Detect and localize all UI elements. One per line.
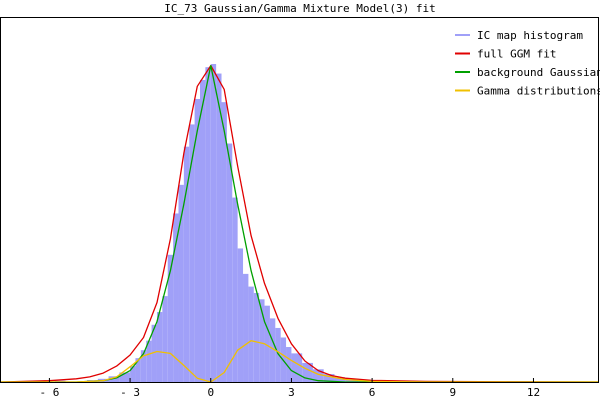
histogram-bar bbox=[269, 318, 276, 382]
fit-lines bbox=[0, 64, 599, 383]
full-ggm-fit-line bbox=[0, 64, 599, 383]
histogram-bar bbox=[140, 350, 147, 382]
legend-label: Gamma distributions bbox=[477, 85, 600, 98]
histogram-bar bbox=[178, 184, 184, 382]
x-tick-label: 0 bbox=[207, 386, 214, 399]
histogram-bar bbox=[210, 64, 217, 382]
histogram-bar bbox=[130, 366, 136, 382]
histogram-bar bbox=[183, 146, 190, 382]
x-tick-label: - 6 bbox=[39, 386, 59, 399]
x-tick-label: 3 bbox=[288, 386, 295, 399]
histogram-bar bbox=[205, 67, 211, 383]
legend-label: IC map histogram bbox=[477, 29, 583, 42]
histogram-bar bbox=[264, 305, 270, 382]
histogram-bar bbox=[286, 347, 292, 382]
legend-label: background Gaussian bbox=[477, 66, 600, 79]
histogram-bar bbox=[334, 377, 346, 382]
histogram-bar bbox=[194, 98, 200, 382]
histogram-bar bbox=[312, 369, 324, 382]
histogram-bar bbox=[216, 73, 222, 382]
histogram-bar bbox=[173, 213, 179, 382]
histogram-bar bbox=[167, 254, 174, 382]
legend-label: full GGM fit bbox=[477, 48, 556, 61]
x-tick-label: 9 bbox=[449, 386, 456, 399]
x-axis: - 6 - 3 0 3 6 9 12 bbox=[39, 378, 540, 399]
histogram-bar bbox=[221, 102, 227, 382]
histogram-bar bbox=[291, 353, 303, 382]
histogram-bar bbox=[156, 312, 163, 382]
histogram-bar bbox=[146, 340, 152, 382]
histogram-bar bbox=[253, 292, 260, 382]
gamma-distributions-line bbox=[1, 340, 598, 383]
histogram-bar bbox=[232, 197, 238, 382]
chart-title: IC_73 Gaussian/Gamma Mixture Model(3) fi… bbox=[164, 2, 436, 15]
histogram-bars bbox=[33, 64, 534, 383]
background-gaussian-line bbox=[1, 64, 598, 383]
histogram-bar bbox=[200, 79, 206, 383]
histogram-bar bbox=[162, 296, 168, 382]
histogram-bar bbox=[119, 372, 131, 382]
histogram-bar bbox=[151, 324, 157, 382]
histogram-bar bbox=[189, 124, 195, 383]
histogram-bar bbox=[323, 374, 335, 382]
x-tick-label: - 3 bbox=[120, 386, 140, 399]
histogram-bar bbox=[259, 299, 265, 382]
x-tick-label: 12 bbox=[527, 386, 540, 399]
plot-frame bbox=[0, 17, 599, 383]
histogram-bar bbox=[135, 358, 141, 382]
x-tick-label: 6 bbox=[369, 386, 376, 399]
histogram-bar bbox=[302, 362, 313, 382]
histogram-bar bbox=[226, 143, 233, 382]
histogram-bar bbox=[108, 376, 120, 382]
histogram-bar bbox=[248, 286, 254, 382]
histogram-bar bbox=[237, 248, 244, 382]
histogram-bar bbox=[275, 327, 281, 382]
legend: IC map histogram full GGM fit background G… bbox=[455, 29, 600, 98]
histogram-bar bbox=[243, 273, 249, 382]
